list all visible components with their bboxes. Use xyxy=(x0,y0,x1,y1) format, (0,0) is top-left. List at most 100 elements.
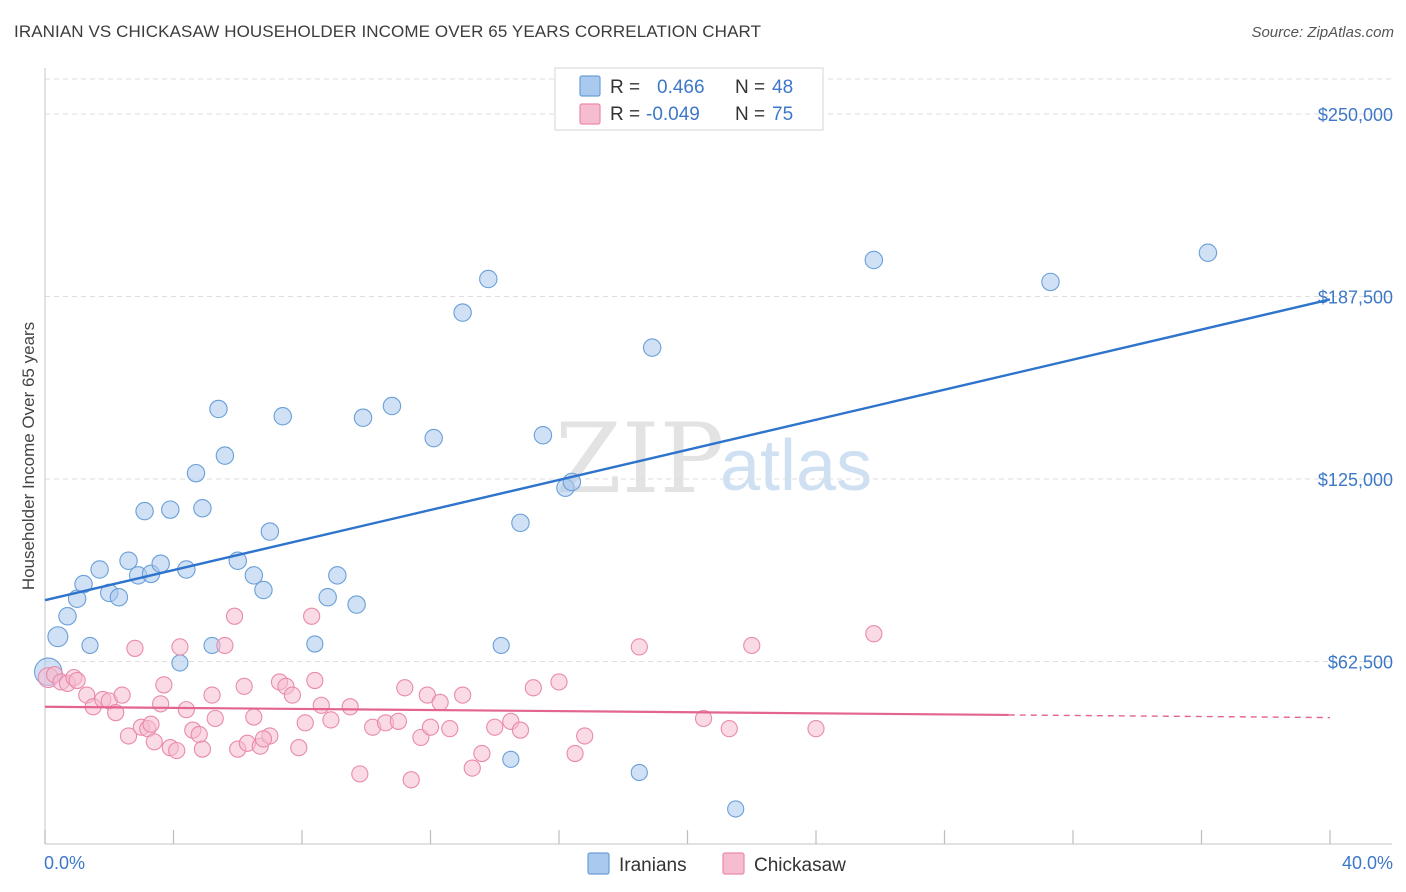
chickasaw-point xyxy=(402,771,420,789)
chickasaw-point xyxy=(254,730,273,748)
chickasaw-point xyxy=(193,740,212,758)
y-axis-tick-labels: $62,500 $125,000 $187,500 $250,000 xyxy=(1318,105,1393,672)
chickasaw-point xyxy=(576,727,594,745)
chickasaw-point xyxy=(216,636,234,655)
iranians-point xyxy=(193,498,212,518)
chickasaw-point xyxy=(303,607,321,625)
chickasaw-point xyxy=(290,739,308,757)
iranians-point xyxy=(533,425,553,445)
iranians-point xyxy=(382,396,402,416)
series-legend: Iranians Chickasaw xyxy=(587,852,846,876)
chickasaw-point xyxy=(524,679,542,697)
chickasaw-point xyxy=(190,725,208,744)
chickasaw-point xyxy=(119,727,138,745)
iranians-point xyxy=(244,566,264,585)
y-tick-label: $125,000 xyxy=(1318,470,1393,490)
chickasaw-point xyxy=(312,696,330,714)
legend-r-label-iranians: R = xyxy=(610,77,640,98)
y-tick-label: $187,500 xyxy=(1318,288,1393,308)
chickasaw-point xyxy=(389,712,407,730)
iranians-point xyxy=(424,428,443,448)
chickasaw-point xyxy=(206,709,224,728)
chickasaw-point xyxy=(486,718,504,736)
iranians-point xyxy=(273,407,292,426)
y-axis-label: Householder Income Over 65 years xyxy=(19,322,38,590)
iranians-point xyxy=(630,763,648,782)
iranians-trend-line xyxy=(44,298,1331,602)
chickasaw-trend-line xyxy=(44,705,1009,717)
iranians-point xyxy=(511,513,530,533)
iranians-point xyxy=(260,522,280,541)
chickasaw-point xyxy=(283,686,301,704)
iranians-point xyxy=(479,269,498,289)
iranians-point xyxy=(453,303,472,322)
iranians-points xyxy=(34,243,1218,818)
iranians-point xyxy=(171,654,189,672)
bottom-legend-swatch-chickasaw xyxy=(722,852,745,875)
chickasaw-point xyxy=(126,639,144,657)
chickasaw-point xyxy=(142,715,160,733)
chickasaw-point xyxy=(865,625,883,643)
chickasaw-point xyxy=(441,720,459,738)
y-tick-label: $250,000 xyxy=(1318,105,1393,125)
chickasaw-point xyxy=(152,695,170,713)
legend-n-value-iranians: 48 xyxy=(772,77,793,98)
iranians-point xyxy=(502,750,520,768)
chickasaw-point xyxy=(720,720,738,738)
iranians-point xyxy=(109,588,129,607)
iranians-point xyxy=(47,626,69,648)
bottom-legend-swatch-iranians xyxy=(587,852,610,875)
trend-lines xyxy=(44,298,1331,719)
chickasaw-point xyxy=(396,679,414,697)
iranians-point xyxy=(328,566,347,585)
x-tick-label-min: 0.0% xyxy=(44,853,85,873)
iranians-point xyxy=(727,800,745,818)
chickasaw-point xyxy=(107,703,125,722)
iranians-point xyxy=(119,551,138,571)
source-label: Source: ZipAtlas.com xyxy=(1251,24,1394,41)
iranians-point xyxy=(209,399,228,419)
x-tick-label-max: 40.0% xyxy=(1342,853,1393,873)
chickasaw-point xyxy=(463,759,481,777)
legend-n-label-chickasaw: N = xyxy=(735,104,765,125)
iranians-point xyxy=(186,463,206,483)
iranians-point xyxy=(318,588,337,607)
chickasaw-point xyxy=(203,686,221,704)
iranians-point xyxy=(1041,272,1060,292)
iranians-point xyxy=(151,554,170,573)
iranians-point xyxy=(74,574,93,594)
iranians-point xyxy=(215,446,235,465)
watermark: ZIP atlas xyxy=(555,403,872,515)
chickasaw-point xyxy=(235,677,253,695)
chickasaw-point xyxy=(630,638,648,656)
chickasaw-point xyxy=(351,765,369,783)
chickasaw-point xyxy=(431,693,449,711)
chickasaw-point xyxy=(421,718,440,736)
chickasaw-point xyxy=(473,744,491,763)
chickasaw-point xyxy=(322,711,340,729)
y-tick-label: $62,500 xyxy=(1328,653,1393,673)
iranians-point xyxy=(161,500,180,519)
chickasaw-point xyxy=(306,671,324,690)
chickasaw-point xyxy=(454,686,472,704)
iranians-point xyxy=(254,580,273,600)
chickasaw-trend-extension xyxy=(1008,714,1331,719)
iranians-point xyxy=(135,501,154,521)
iranians-point xyxy=(642,338,662,357)
chickasaw-point xyxy=(694,709,713,728)
chickasaw-point xyxy=(168,741,186,760)
chickasaw-point xyxy=(145,733,163,751)
chickasaw-point xyxy=(177,701,195,719)
chickasaw-point xyxy=(341,698,359,716)
iranians-point xyxy=(58,607,77,626)
iranians-point xyxy=(1198,243,1218,262)
iranians-point xyxy=(81,636,99,655)
iranians-point xyxy=(492,636,510,655)
watermark-zip: ZIP xyxy=(555,403,724,515)
legend-n-label-iranians: N = xyxy=(735,77,765,98)
chart-title: IRANIAN VS CHICKASAW HOUSEHOLDER INCOME … xyxy=(14,22,762,41)
iranians-point xyxy=(353,408,373,427)
chickasaw-point xyxy=(68,671,86,690)
chickasaw-point xyxy=(418,686,436,704)
